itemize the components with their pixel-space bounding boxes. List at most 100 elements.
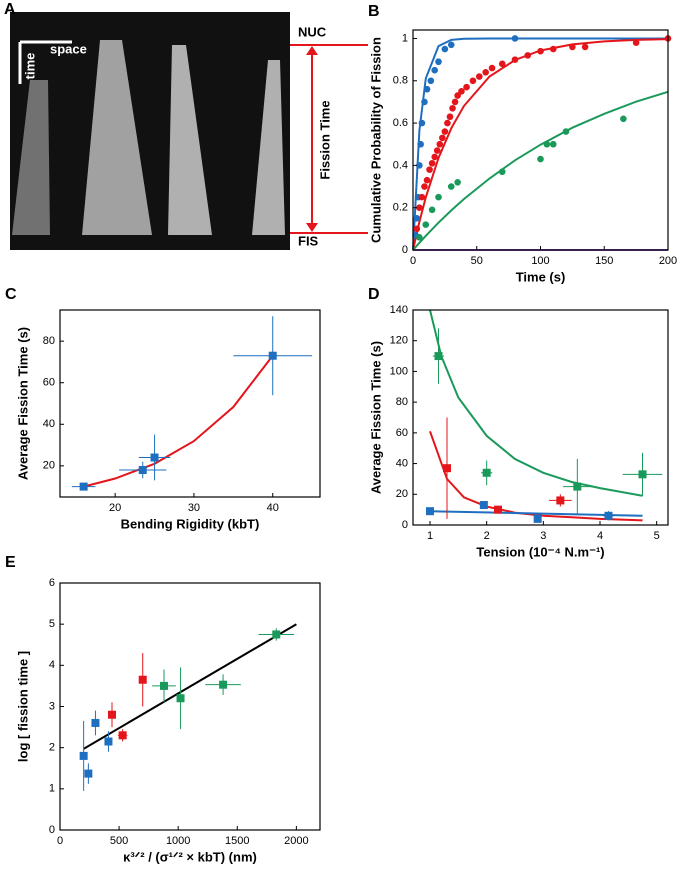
point <box>454 179 461 186</box>
y-tick-label: 80 <box>43 335 55 347</box>
x-tick-label: 0 <box>57 835 63 847</box>
point <box>458 88 465 95</box>
y-tick-label: 0 <box>49 824 55 836</box>
x-tick-label: 2 <box>484 530 490 542</box>
point <box>150 453 159 462</box>
point <box>428 159 436 167</box>
y-tick-label: 100 <box>390 365 408 377</box>
point <box>138 675 147 684</box>
point <box>435 58 442 66</box>
point <box>431 66 438 74</box>
y-tick-label: 6 <box>49 577 55 589</box>
point <box>413 214 421 222</box>
panel-label: C <box>5 286 17 303</box>
point <box>449 104 456 112</box>
x-tick-label: 20 <box>109 502 121 514</box>
point <box>476 73 483 80</box>
point <box>638 470 647 479</box>
point <box>454 92 461 99</box>
fit-line <box>83 623 297 750</box>
point <box>423 85 431 93</box>
point <box>498 60 506 68</box>
kymograph-trace <box>82 40 152 235</box>
x-tick-label: 200 <box>659 255 677 267</box>
x-axis-label: κ³ᐟ² / (σ¹ᐟ² × kbT) (nm) <box>123 849 257 864</box>
point <box>441 45 449 53</box>
fit-line <box>429 309 643 497</box>
point <box>549 140 557 148</box>
point <box>482 468 491 477</box>
y-tick-label: 4 <box>49 659 55 671</box>
point <box>416 162 423 169</box>
y-tick-label: 40 <box>43 418 55 430</box>
point <box>219 680 228 689</box>
point <box>427 77 435 85</box>
x-tick-label: 50 <box>471 255 483 267</box>
plot-frame <box>412 29 669 251</box>
fit-line <box>83 355 274 488</box>
panel-label: D <box>368 286 380 303</box>
point <box>543 140 551 148</box>
point <box>84 769 93 778</box>
x-tick-label: 4 <box>597 530 603 542</box>
point <box>573 482 582 491</box>
point <box>418 193 426 201</box>
point <box>451 98 459 106</box>
x-axis-label: Bending Rigidity (kbT) <box>121 516 260 531</box>
point <box>524 52 532 59</box>
point <box>446 113 454 121</box>
y-tick-label: 20 <box>396 488 408 500</box>
point <box>176 694 185 703</box>
scale-label: space <box>50 41 87 56</box>
y-tick-label: 0.2 <box>393 202 408 214</box>
point <box>469 77 477 85</box>
kymograph-trace <box>252 60 285 235</box>
point <box>511 56 519 63</box>
x-tick-label: 1 <box>427 530 433 542</box>
point <box>562 128 570 135</box>
point <box>433 147 441 154</box>
point <box>418 119 426 127</box>
span-label: Fission Time <box>317 100 332 179</box>
top-label: NUC <box>298 24 327 39</box>
point <box>421 98 428 106</box>
fit-line <box>429 430 643 522</box>
point <box>447 183 455 190</box>
point <box>498 168 506 176</box>
y-tick-label: 0.6 <box>393 117 408 129</box>
panel-label: E <box>5 554 16 571</box>
x-tick-label: 3 <box>540 530 546 542</box>
point <box>428 206 436 214</box>
y-tick-label: 5 <box>49 618 55 630</box>
x-tick-label: 40 <box>267 502 279 514</box>
y-tick-label: 0 <box>402 519 408 531</box>
point <box>533 514 542 523</box>
y-tick-label: 40 <box>396 457 408 469</box>
scale-label: time <box>22 53 37 80</box>
y-tick-label: 0.8 <box>393 75 408 87</box>
point <box>569 43 576 51</box>
x-tick-label: 0 <box>410 255 416 267</box>
point <box>581 43 589 51</box>
y-axis-label: Cumulative Probability of Fission <box>368 37 383 243</box>
bottom-label: FIS <box>298 233 319 248</box>
plot-frame <box>59 582 321 831</box>
fit-line <box>412 37 668 251</box>
kymograph-trace <box>168 45 212 235</box>
y-tick-label: 140 <box>390 304 408 316</box>
point <box>436 140 444 148</box>
point <box>441 128 449 135</box>
x-axis-label: Tension (10⁻⁴ N.m⁻¹) <box>476 544 604 559</box>
panel-label: B <box>368 3 380 20</box>
point <box>413 225 421 233</box>
point <box>79 482 88 491</box>
x-tick-label: 500 <box>110 835 128 847</box>
y-tick-label: 80 <box>396 396 408 408</box>
x-tick-label: 5 <box>654 530 660 542</box>
point <box>435 193 442 201</box>
point <box>479 501 488 510</box>
point <box>488 64 496 72</box>
y-axis-label: log [ fission time ] <box>15 651 30 762</box>
y-tick-label: 60 <box>43 377 55 389</box>
